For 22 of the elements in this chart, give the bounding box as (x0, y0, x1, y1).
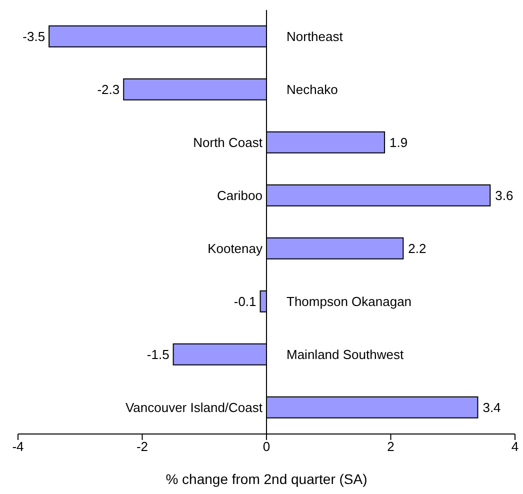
y-tick-label: Kootenay (208, 240, 263, 256)
data-label: -1.5 (146, 346, 170, 362)
y-tick-label: Northeast (286, 28, 344, 44)
y-tick-label: Vancouver Island/Coast (125, 400, 263, 415)
y-tick-label: Thompson Okanagan (286, 294, 412, 309)
data-label: 3.4 (482, 400, 501, 415)
data-label: 3.6 (495, 188, 514, 203)
data-label: -2.3 (97, 82, 120, 97)
data-label: -3.5 (22, 28, 46, 44)
x-tick-label: 0 (262, 439, 270, 454)
data-label: 2.2 (408, 240, 426, 256)
y-tick-label: Mainland Southwest (286, 346, 404, 362)
x-tick-label: -4 (12, 439, 24, 454)
data-label: 1.9 (390, 134, 408, 150)
y-tick-label: North Coast (193, 134, 263, 150)
x-tick-label: 2 (387, 439, 394, 454)
data-label: -0.1 (234, 294, 256, 309)
y-tick-label: Cariboo (216, 188, 262, 203)
y-tick-label: Nechako (286, 82, 338, 97)
x-axis-title: % change from 2nd quarter (SA) (166, 470, 368, 487)
x-tick-label: 4 (511, 439, 519, 454)
x-tick-label: -2 (136, 439, 148, 454)
